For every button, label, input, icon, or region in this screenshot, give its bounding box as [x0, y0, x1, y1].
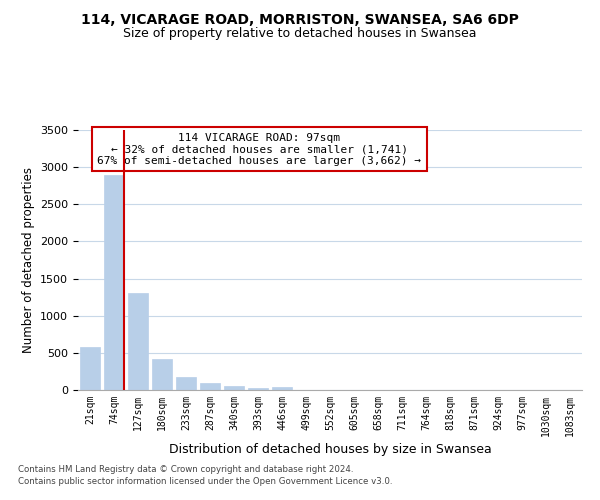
Bar [104, 176, 124, 390]
Bar [248, 388, 268, 390]
Bar [80, 347, 100, 390]
Text: Distribution of detached houses by size in Swansea: Distribution of detached houses by size … [169, 442, 491, 456]
Bar [128, 292, 148, 390]
Bar [176, 377, 196, 390]
Bar [224, 386, 244, 390]
Y-axis label: Number of detached properties: Number of detached properties [22, 167, 35, 353]
Text: Size of property relative to detached houses in Swansea: Size of property relative to detached ho… [123, 28, 477, 40]
Bar [200, 383, 220, 390]
Text: Contains public sector information licensed under the Open Government Licence v3: Contains public sector information licen… [18, 477, 392, 486]
Bar [152, 359, 172, 390]
Bar [272, 387, 292, 390]
Text: 114 VICARAGE ROAD: 97sqm
← 32% of detached houses are smaller (1,741)
67% of sem: 114 VICARAGE ROAD: 97sqm ← 32% of detach… [97, 132, 421, 166]
Text: Contains HM Land Registry data © Crown copyright and database right 2024.: Contains HM Land Registry data © Crown c… [18, 466, 353, 474]
Text: 114, VICARAGE ROAD, MORRISTON, SWANSEA, SA6 6DP: 114, VICARAGE ROAD, MORRISTON, SWANSEA, … [81, 12, 519, 26]
